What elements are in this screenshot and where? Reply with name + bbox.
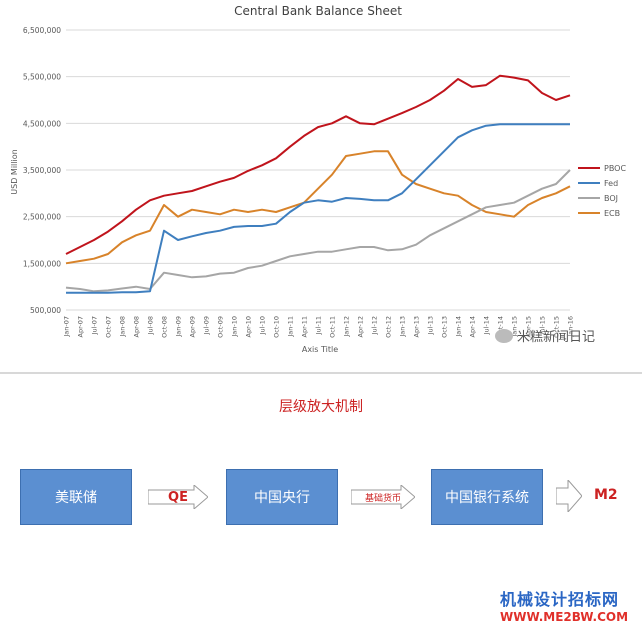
legend-label-pboc: PBOC (604, 164, 626, 173)
y-tick-label: 4,500,000 (23, 119, 61, 128)
x-tick-label: Jan-07 (63, 316, 71, 338)
x-tick-label: Apr-08 (133, 316, 141, 337)
series-line-fed (66, 123, 570, 294)
series-lines (65, 74, 571, 294)
x-tick-label: Apr-13 (413, 316, 421, 337)
y-tick-label: 5,500,000 (23, 73, 61, 82)
x-tick-label: Oct-07 (105, 316, 113, 338)
x-tick-label: Oct-12 (385, 316, 393, 338)
x-tick-label: Oct-10 (273, 316, 281, 338)
y-axis-ticks: 500,000 1,500,000 2,500,000 3,500,000 4,500,… (23, 26, 61, 315)
qe-label: QE (168, 489, 188, 505)
x-tick-label: Jul-08 (147, 316, 155, 335)
line-chart: Central Bank Balance Sheet 500,000 1,500,… (10, 4, 626, 354)
x-tick-label: Jan-12 (343, 316, 351, 338)
y-tick-label: 500,000 (30, 306, 61, 315)
diagram-title: 层级放大机制 (279, 399, 363, 415)
qe-arrow: QE (148, 485, 208, 509)
x-tick-label: Jul-09 (203, 316, 211, 335)
x-tick-label: Jan-14 (455, 316, 463, 338)
gridlines (66, 29, 570, 311)
china-banking-box: 中国银行系统 (431, 469, 543, 525)
diagram-panel: 层级放大机制 美联储 QE 中国央行 基础货币 中国银行系统 M2 机械设计招标… (0, 374, 642, 639)
to-m2-arrow (556, 480, 582, 512)
y-tick-label: 1,500,000 (23, 259, 61, 268)
site-watermark: 机械设计招标网 WWW.ME2BW.COM (500, 586, 638, 624)
chart-title: Central Bank Balance Sheet (234, 4, 402, 18)
x-tick-label: Jul-13 (427, 316, 435, 335)
x-axis-ticks: Jan-07 Apr-07 Jul-07 Oct-07 Jan-08 Apr-08 Jul-… (63, 316, 575, 338)
pboc-box: 中国央行 (226, 469, 338, 525)
m2-label: M2 (594, 487, 618, 503)
x-tick-label: Apr-09 (189, 316, 197, 337)
x-tick-label: Oct-13 (441, 316, 449, 338)
y-tick-label: 6,500,000 (23, 26, 61, 35)
x-tick-label: Oct-14 (497, 316, 505, 338)
x-tick-label: Jan-16 (567, 316, 575, 338)
x-axis-label: Axis Title (302, 345, 338, 354)
series-line-pboc (65, 74, 571, 255)
y-axis-label: USD Million (10, 149, 19, 194)
legend-label-fed: Fed (604, 179, 618, 188)
x-tick-label: Jul-14 (483, 316, 491, 335)
x-tick-label: Apr-11 (301, 316, 309, 337)
x-tick-label: Jul-12 (371, 316, 379, 335)
qe-arrow-shape (148, 485, 208, 509)
x-tick-label: Jan-09 (175, 316, 183, 338)
x-tick-label: Apr-15 (525, 316, 533, 337)
x-tick-label: Oct-08 (161, 316, 169, 338)
x-tick-label: Jul-15 (539, 316, 547, 335)
wechat-account-name: 米糕新闻日记 (517, 330, 596, 345)
x-tick-label: Jul-10 (259, 316, 267, 335)
x-tick-label: Jan-15 (511, 316, 519, 338)
x-tick-label: Oct-11 (329, 316, 337, 338)
legend: PBOC Fed BOJ ECB (578, 164, 626, 218)
x-tick-label: Jan-10 (231, 316, 239, 338)
x-tick-label: Jan-08 (119, 316, 127, 338)
y-tick-label: 2,500,000 (23, 213, 61, 222)
x-tick-label: Apr-10 (245, 316, 253, 337)
to-m2-arrow-shape (556, 480, 582, 512)
x-tick-label: Jan-11 (287, 316, 295, 338)
base-money-arrow: 基础货币 (351, 485, 415, 509)
fed-box: 美联储 (20, 469, 132, 525)
x-tick-label: Apr-07 (77, 316, 85, 337)
legend-label-boj: BOJ (604, 194, 618, 203)
legend-label-ecb: ECB (604, 209, 620, 218)
x-tick-label: Jan-13 (399, 316, 407, 338)
x-tick-label: Jul-07 (91, 316, 99, 335)
y-tick-label: 3,500,000 (23, 166, 61, 175)
wechat-icon (495, 328, 513, 343)
panel-divider (0, 372, 642, 374)
base-money-label: 基础货币 (364, 493, 401, 504)
site-watermark-cn: 机械设计招标网 (500, 590, 620, 609)
x-tick-label: Apr-12 (357, 316, 365, 337)
site-watermark-url: WWW.ME2BW.COM (500, 610, 629, 624)
x-tick-label: Oct-15 (553, 316, 561, 338)
x-tick-label: Apr-14 (469, 316, 477, 337)
chart-panel: Central Bank Balance Sheet 500,000 1,500,… (10, 4, 627, 354)
base-money-arrow-shape (351, 485, 415, 509)
x-tick-label: Jul-11 (315, 316, 323, 335)
wechat-watermark: 米糕新闻日记 (495, 326, 595, 345)
series-line-ecb (65, 150, 571, 265)
x-tick-label: Oct-09 (217, 316, 225, 338)
